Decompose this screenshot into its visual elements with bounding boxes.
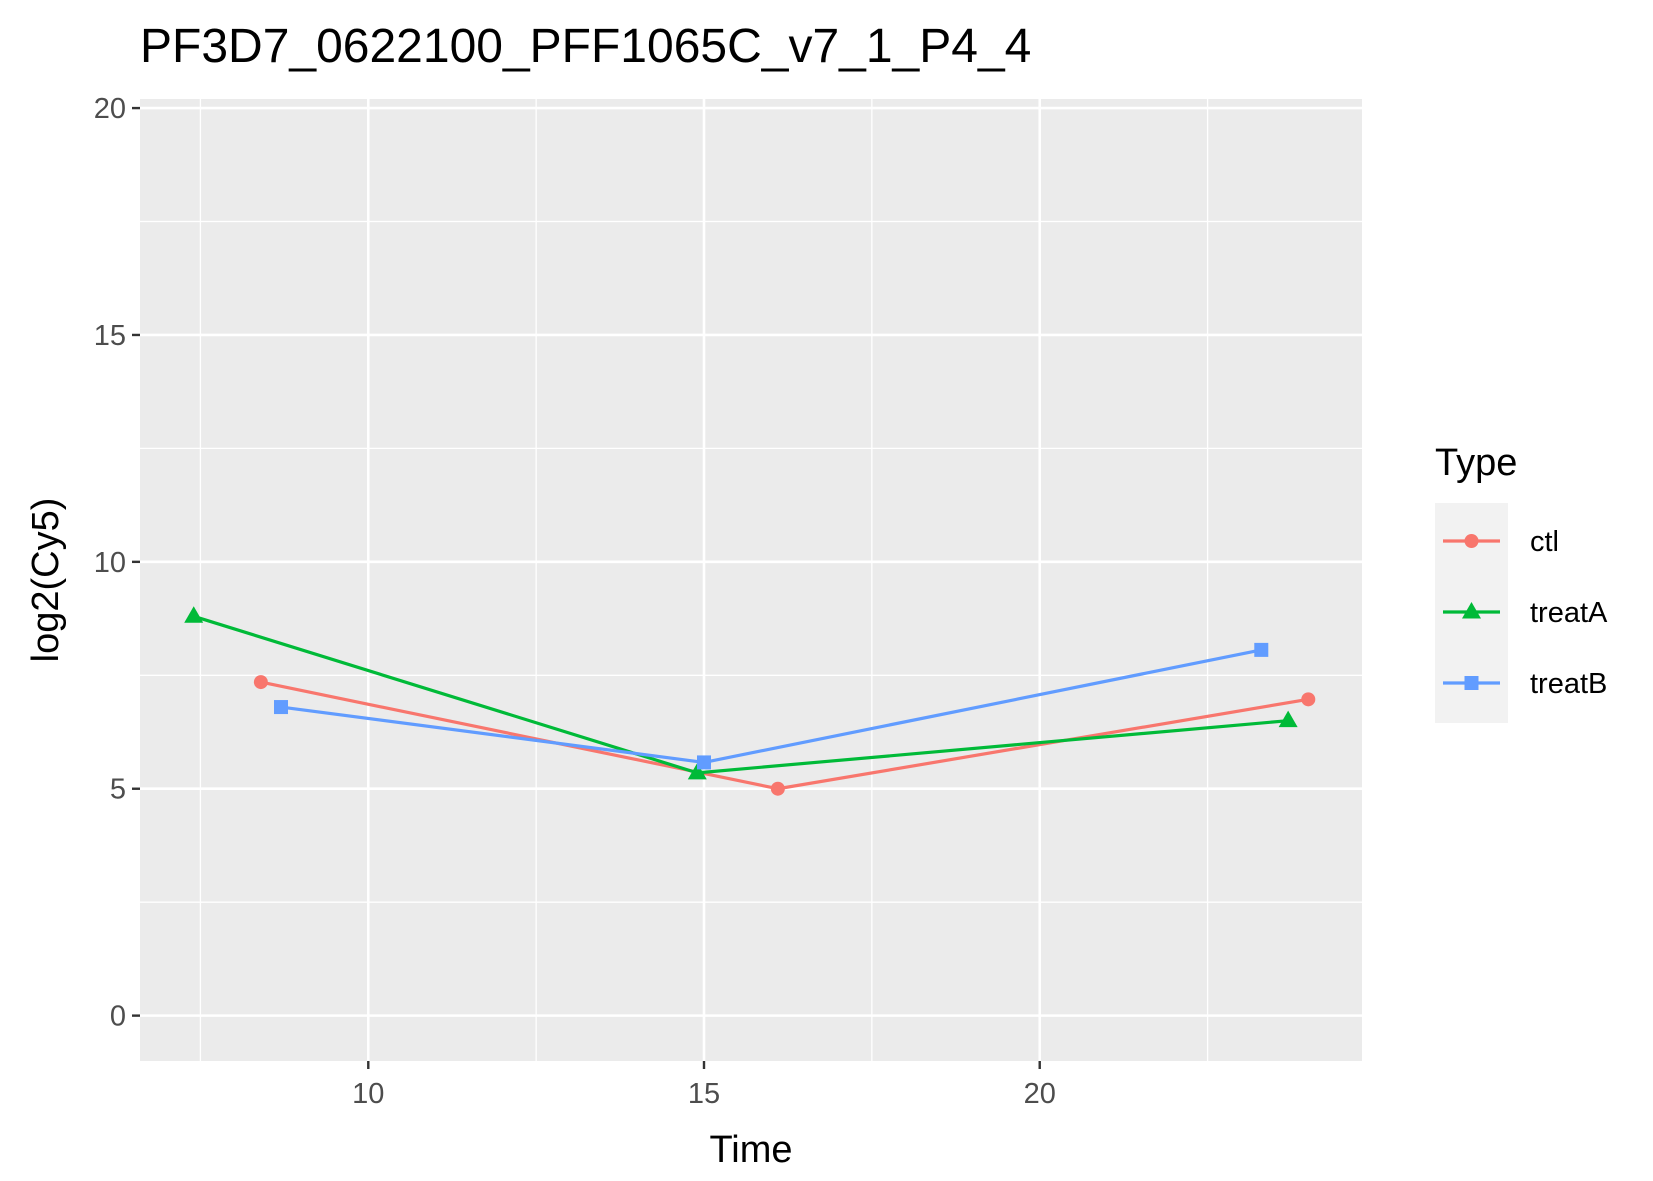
legend-label-ctl: ctl (1530, 526, 1559, 558)
data-point-ctl (1301, 692, 1316, 707)
y-axis-title: log2(Cy5) (25, 498, 67, 663)
y-tick-label: 5 (110, 774, 126, 806)
data-point-treatB (274, 700, 288, 715)
legend-keys: ctl treatA treatB (1435, 503, 1608, 723)
x-tick-label: 10 (352, 1078, 384, 1110)
data-point-ctl (253, 675, 268, 690)
data-point-treatA (1278, 710, 1298, 728)
legend-label-treatA: treatA (1530, 597, 1608, 629)
legend: Type ctl treatA treatB (1435, 442, 1608, 723)
plot-panel (140, 99, 1362, 1061)
axis-layer: 10 15 20 0 5 10 15 20 (94, 93, 1056, 1110)
data-point-treatA (184, 606, 204, 623)
data-point-treatA (687, 762, 707, 780)
data-point-treatB (697, 755, 711, 770)
y-tick-label: 0 (110, 1001, 126, 1033)
y-tick-label: 20 (94, 93, 126, 125)
series-layer (184, 606, 1316, 796)
legend-marker-ctl (1464, 534, 1479, 548)
data-point-ctl (770, 781, 785, 796)
x-tick-label: 15 (688, 1078, 720, 1110)
x-axis-title: Time (709, 1129, 792, 1171)
data-point-treatB (1254, 642, 1269, 657)
grid-major (140, 99, 1362, 1061)
legend-title: Type (1435, 442, 1517, 484)
chart-title: PF3D7_0622100_PFF1065C_v7_1_P4_4 (140, 20, 1031, 73)
y-tick-label: 10 (94, 547, 126, 579)
legend-marker-treatB (1464, 676, 1479, 690)
legend-marker-treatA (1462, 602, 1481, 619)
grid-minor (140, 99, 1362, 1061)
legend-label-treatB: treatB (1530, 668, 1607, 700)
x-tick-label: 20 (1024, 1078, 1056, 1110)
y-tick-label: 15 (94, 320, 126, 352)
